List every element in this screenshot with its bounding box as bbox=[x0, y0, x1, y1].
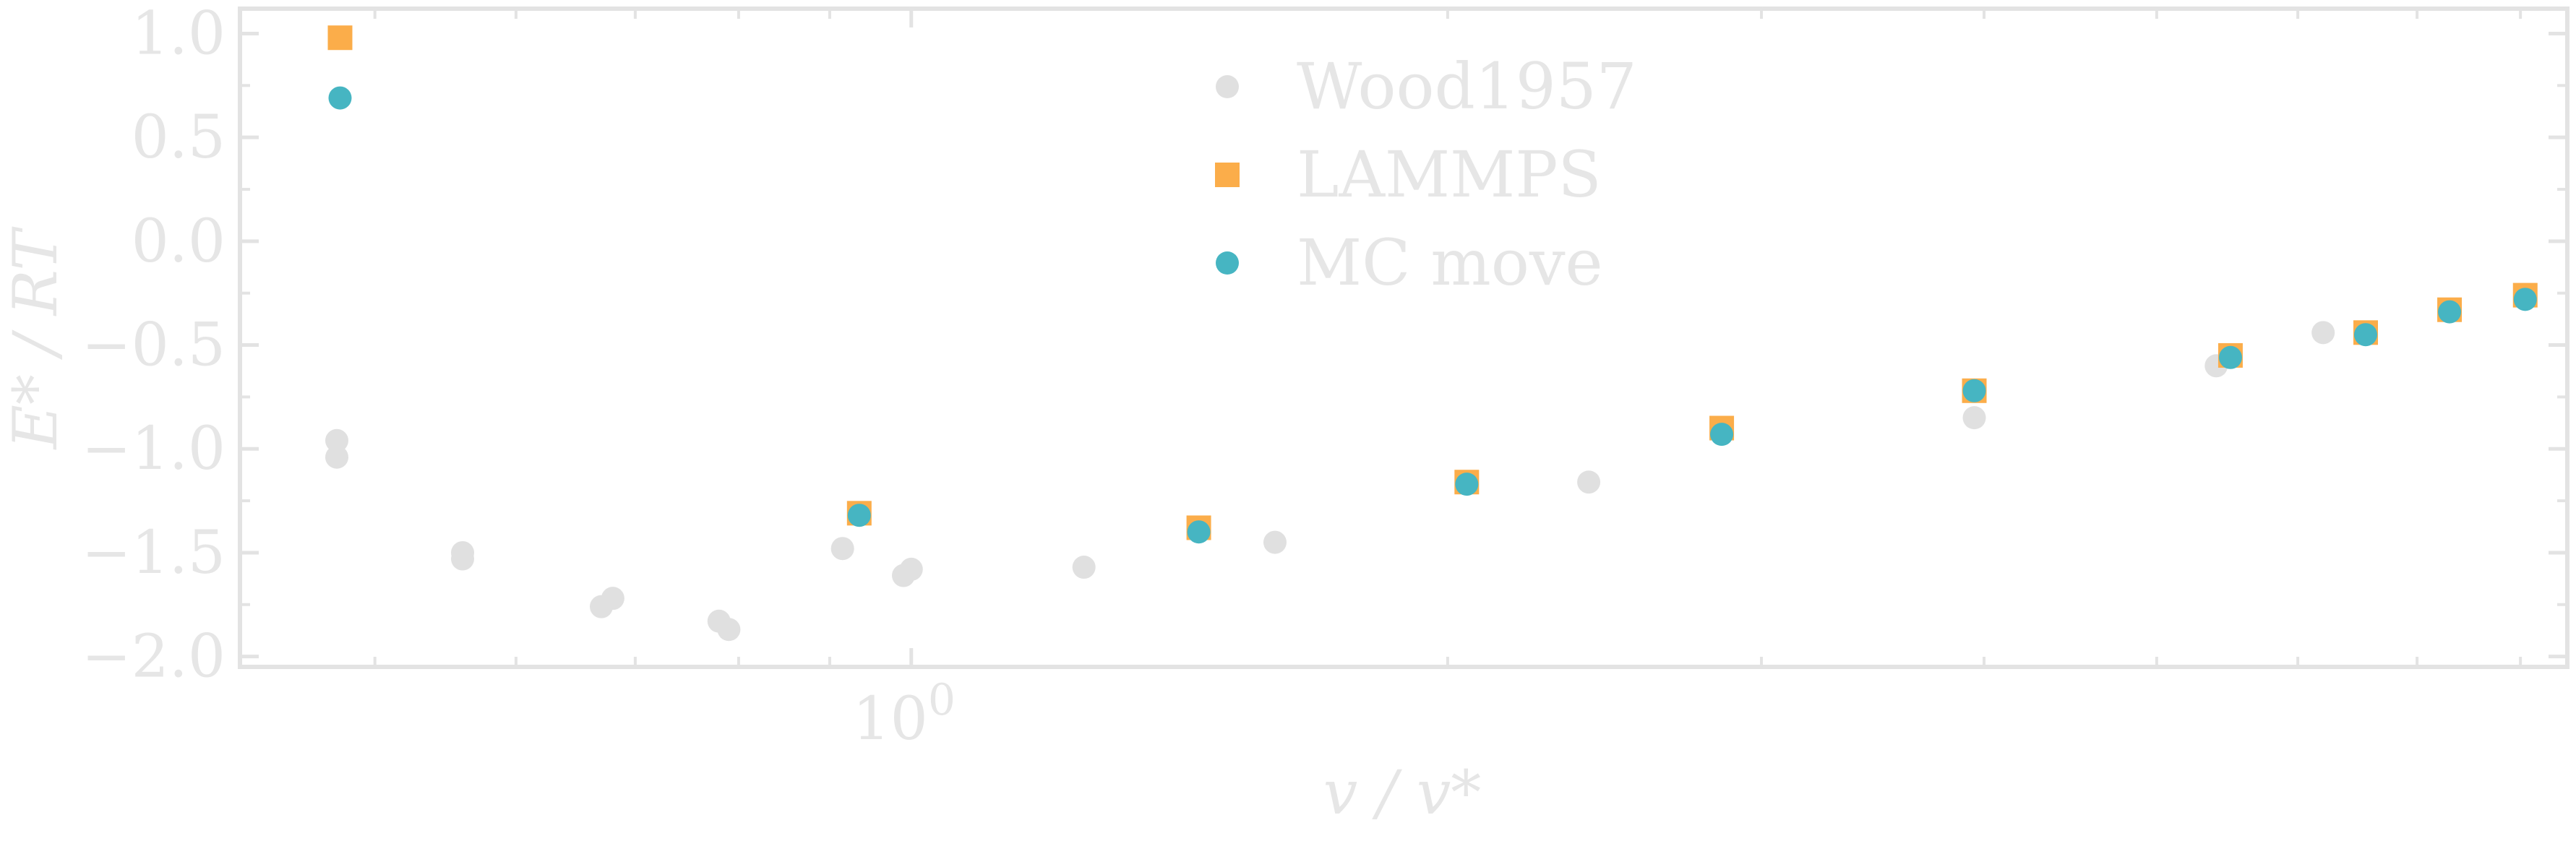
legend-label-mc: MC move bbox=[1297, 225, 1603, 300]
y-tick-label: −1.0 bbox=[82, 415, 226, 483]
y-tick-label: 1.0 bbox=[132, 0, 226, 68]
legend-marker-lammps bbox=[1215, 163, 1240, 187]
wood-point bbox=[451, 547, 475, 571]
x-tick-base: 10 bbox=[853, 685, 928, 754]
y-tick-label: −2.0 bbox=[82, 623, 226, 691]
x-axis-ticks: 100 bbox=[373, 9, 2523, 754]
mc-point bbox=[1187, 520, 1211, 544]
y-tick-label: −1.5 bbox=[82, 519, 226, 587]
lammps-point bbox=[327, 25, 353, 51]
mc-point bbox=[328, 86, 352, 110]
wood-point bbox=[717, 618, 741, 642]
plot-border bbox=[238, 7, 2569, 669]
y-tick-label: 0.5 bbox=[132, 103, 226, 172]
y-tick-label: 0.0 bbox=[132, 207, 226, 276]
mc-point bbox=[2353, 323, 2377, 347]
series-wood bbox=[325, 321, 2335, 642]
mc-point bbox=[2218, 345, 2242, 369]
legend: Wood1957 LAMMPS MC move bbox=[1215, 49, 1637, 300]
legend-marker-wood bbox=[1216, 75, 1239, 98]
legend-label-lammps: LAMMPS bbox=[1297, 137, 1602, 212]
mc-point bbox=[2438, 300, 2462, 324]
wood-point bbox=[2311, 321, 2335, 345]
wood-point bbox=[325, 428, 349, 452]
wood-point bbox=[1072, 556, 1096, 579]
wood-point bbox=[601, 587, 624, 611]
wood-point bbox=[1263, 530, 1287, 554]
y-axis-label: E* / RT bbox=[0, 226, 71, 451]
x-axis-label: v / v* bbox=[1323, 757, 1482, 828]
series-mc bbox=[328, 86, 2537, 544]
plot-frame bbox=[238, 7, 2569, 669]
mc-point bbox=[847, 504, 871, 527]
y-tick-label: −0.5 bbox=[82, 311, 226, 380]
x-tick-label: 100 bbox=[853, 675, 956, 754]
x-tick-exponent: 0 bbox=[928, 675, 956, 725]
wood-point bbox=[325, 445, 349, 469]
mc-point bbox=[1710, 423, 1734, 447]
wood-point bbox=[830, 537, 854, 561]
wood-point bbox=[1577, 470, 1601, 494]
legend-label-wood: Wood1957 bbox=[1297, 49, 1637, 124]
mc-point bbox=[1962, 379, 1986, 402]
data-points bbox=[325, 25, 2538, 642]
mc-point bbox=[1455, 473, 1479, 496]
wood-point bbox=[899, 557, 923, 581]
mc-point bbox=[2513, 288, 2537, 311]
y-axis-ticks: 1.0 0.5 0.0 −0.5 −1.0 −1.5 −2.0 bbox=[82, 0, 2567, 691]
wood-point bbox=[1962, 406, 1986, 430]
legend-marker-mc bbox=[1216, 251, 1239, 275]
